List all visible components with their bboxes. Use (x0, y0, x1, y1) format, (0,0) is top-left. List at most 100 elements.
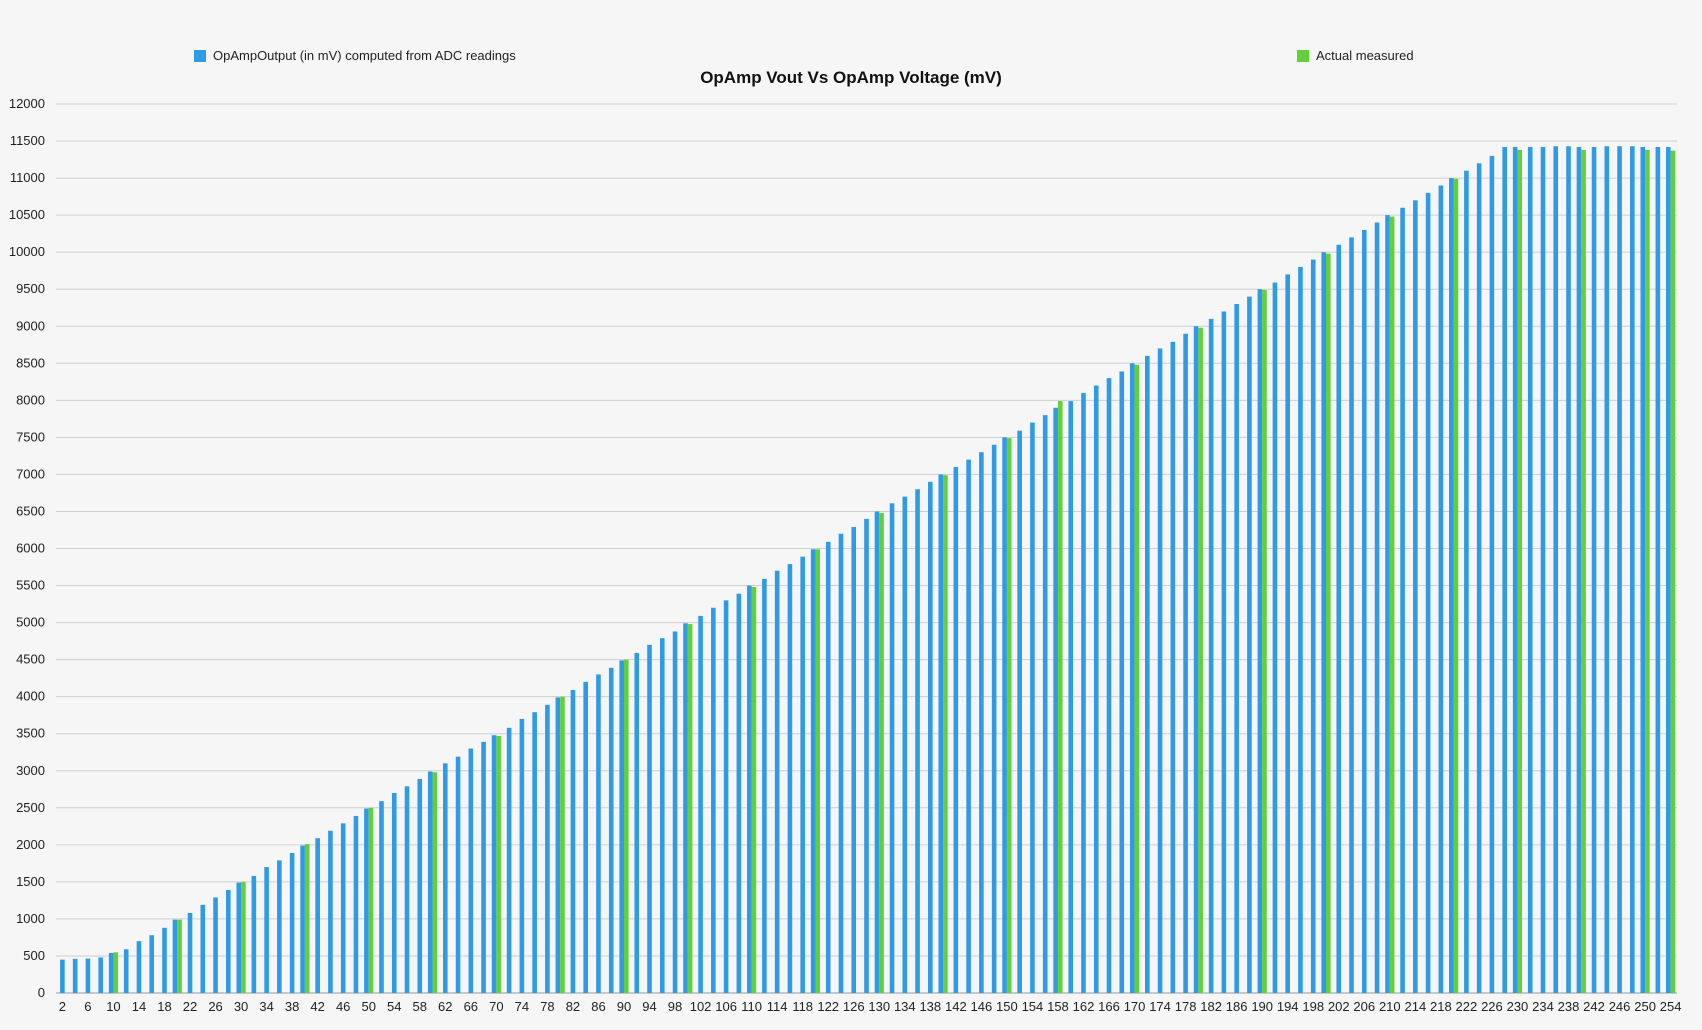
x-tick-label: 34 (259, 999, 273, 1014)
bar-measured-200 (1325, 253, 1331, 994)
x-tick-label: 46 (336, 999, 350, 1014)
bar-computed-162 (1081, 392, 1086, 993)
bar-computed-212 (1400, 207, 1405, 993)
x-tick-label: 174 (1149, 999, 1171, 1014)
y-tick-label: 4000 (16, 689, 45, 704)
x-tick-label: 122 (817, 999, 839, 1014)
bar-computed-36 (277, 860, 282, 993)
bar-computed-64 (455, 756, 461, 993)
x-tick-label: 90 (617, 999, 631, 1014)
x-tick-label: 202 (1328, 999, 1350, 1014)
x-tick-label: 254 (1660, 999, 1682, 1014)
bar-computed-104 (711, 607, 716, 993)
x-tick-label: 18 (157, 999, 171, 1014)
bar-computed-170 (1129, 363, 1135, 994)
bar-computed-210 (1385, 215, 1390, 993)
bar-computed-254 (1666, 146, 1671, 994)
bar-computed-180 (1193, 326, 1199, 993)
x-tick-label: 210 (1379, 999, 1401, 1014)
bar-measured-40 (304, 844, 310, 993)
y-tick-label: 9000 (16, 318, 45, 333)
bar-computed-146 (979, 452, 984, 994)
y-tick-label: 1000 (16, 911, 45, 926)
x-tick-label: 242 (1583, 999, 1605, 1014)
x-tick-label: 198 (1302, 999, 1324, 1014)
y-tick-label: 0 (38, 985, 45, 1000)
y-tick-label: 6500 (16, 503, 45, 518)
x-tick-label: 154 (1022, 999, 1044, 1014)
bar-computed-88 (608, 667, 614, 993)
bar-measured-20 (177, 919, 182, 993)
bar-computed-224 (1476, 163, 1482, 993)
y-tick-label: 8000 (16, 392, 45, 407)
bar-computed-12 (123, 949, 129, 993)
y-tick-label: 6000 (16, 541, 45, 556)
bar-computed-136 (915, 489, 920, 993)
x-tick-label: 166 (1098, 999, 1120, 1014)
bar-computed-166 (1106, 378, 1112, 993)
bar-computed-70 (491, 735, 497, 993)
bar-computed-232 (1527, 146, 1533, 994)
bar-computed-126 (851, 527, 857, 993)
bar-computed-4 (72, 958, 78, 993)
x-tick-label: 102 (690, 999, 712, 1014)
x-tick-label: 222 (1456, 999, 1478, 1014)
x-tick-label: 10 (106, 999, 120, 1014)
chart-title: OpAmp Vout Vs OpAmp Voltage (mV) (700, 68, 1002, 87)
x-tick-label: 162 (1073, 999, 1095, 1014)
bar-computed-58 (417, 778, 423, 993)
bar-measured-158 (1057, 401, 1063, 993)
bar-measured-90 (623, 659, 629, 993)
bar-computed-148 (991, 444, 997, 993)
bar-computed-230 (1512, 146, 1518, 994)
y-tick-label: 11500 (10, 133, 45, 148)
bar-computed-80 (555, 697, 561, 993)
legend-item-computed: OpAmpOutput (in mV) computed from ADC re… (194, 48, 516, 63)
y-tick-label: 9500 (16, 281, 45, 296)
legend-label-measured: Actual measured (1316, 48, 1414, 63)
bar-measured-180 (1198, 327, 1203, 993)
x-tick-label: 138 (919, 999, 941, 1014)
legend-swatch-computed (194, 49, 206, 62)
bar-computed-252 (1655, 146, 1661, 994)
bar-computed-66 (468, 748, 474, 993)
bar-computed-190 (1257, 289, 1263, 993)
bar-computed-82 (570, 689, 576, 993)
bar-computed-112 (762, 578, 767, 993)
x-tick-label: 186 (1226, 999, 1248, 1014)
bar-measured-210 (1389, 216, 1395, 993)
bar-computed-22 (187, 912, 193, 993)
bar-computed-204 (1349, 237, 1354, 994)
bar-computed-76 (532, 712, 537, 993)
bar-computed-42 (315, 838, 320, 993)
bar-computed-28 (226, 890, 231, 993)
bar-computed-84 (583, 681, 588, 993)
legend-label-computed: OpAmpOutput (in mV) computed from ADC re… (213, 48, 516, 63)
bar-computed-68 (481, 741, 486, 993)
bar-measured-130 (879, 512, 884, 993)
x-tick-label: 150 (996, 999, 1018, 1014)
bar-measured-100 (687, 624, 693, 993)
x-tick-label: 54 (387, 999, 401, 1014)
bar-computed-152 (1017, 430, 1022, 993)
bar-measured-170 (1134, 364, 1140, 994)
bar-computed-18 (162, 927, 167, 993)
bar-measured-220 (1453, 178, 1459, 994)
bar-computed-90 (619, 660, 624, 993)
x-tick-label: 82 (566, 999, 580, 1014)
x-tick-label: 226 (1481, 999, 1503, 1014)
bar-measured-190 (1262, 289, 1267, 993)
bar-computed-8 (98, 957, 103, 993)
bar-measured-240 (1581, 149, 1586, 994)
bar-measured-250 (1645, 149, 1650, 994)
bar-computed-196 (1298, 266, 1303, 993)
bar-computed-142 (953, 467, 959, 994)
x-tick-label: 42 (310, 999, 324, 1014)
bar-computed-236 (1553, 146, 1559, 994)
bar-computed-206 (1361, 229, 1367, 994)
bar-computed-24 (200, 904, 206, 993)
bar-computed-248 (1630, 146, 1635, 994)
x-tick-label: 126 (843, 999, 865, 1014)
bar-computed-50 (364, 808, 369, 993)
